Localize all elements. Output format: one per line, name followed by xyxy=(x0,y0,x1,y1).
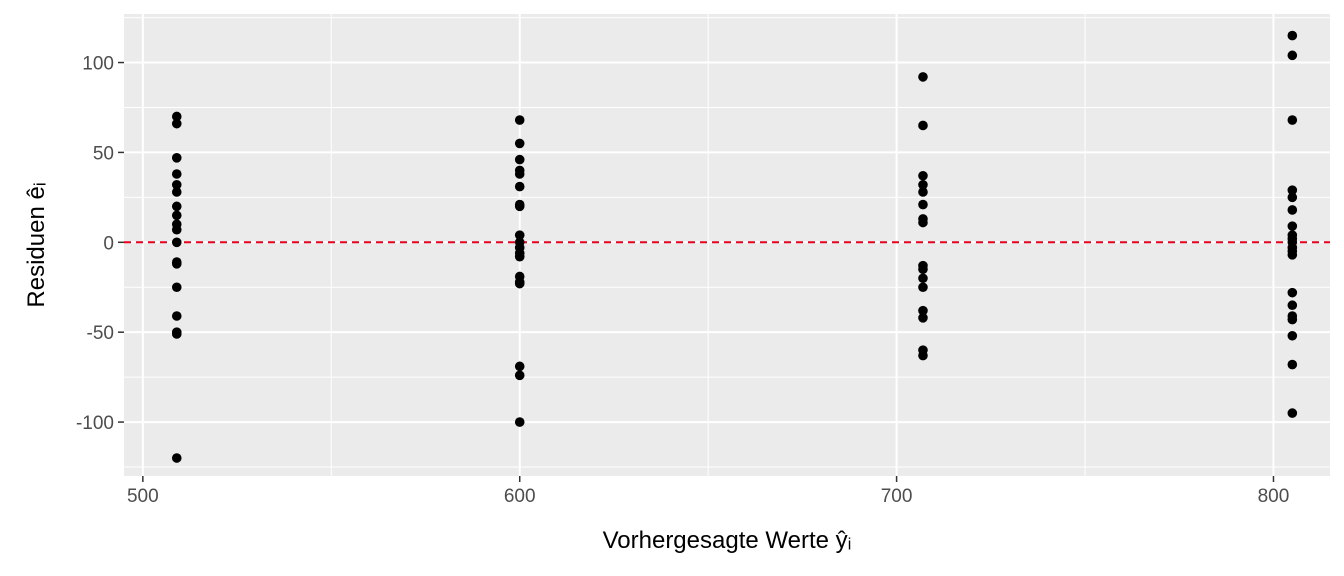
data-point xyxy=(171,282,182,293)
data-point xyxy=(918,72,928,82)
data-point xyxy=(918,187,928,197)
data-point xyxy=(918,305,928,316)
data-point xyxy=(514,230,525,240)
major-gridlines xyxy=(124,14,1330,476)
data-point xyxy=(171,118,182,129)
data-point xyxy=(514,201,525,212)
x-tick-label: 800 xyxy=(1258,486,1290,507)
x-tick-label: 500 xyxy=(127,486,159,507)
data-point xyxy=(918,264,928,275)
data-point xyxy=(918,120,928,131)
data-point xyxy=(1287,205,1298,215)
data-point xyxy=(514,154,525,165)
data-point xyxy=(918,179,928,190)
data-point xyxy=(1287,300,1298,311)
data-points xyxy=(171,30,1298,463)
y-axis-title: Residuen êᵢ xyxy=(23,182,50,307)
data-point xyxy=(514,115,525,125)
data-point xyxy=(171,210,182,221)
data-point xyxy=(171,111,182,122)
data-point xyxy=(1287,408,1298,418)
minor-gridlines xyxy=(124,14,1330,476)
data-point xyxy=(1287,221,1298,231)
data-point xyxy=(1287,250,1298,260)
data-point xyxy=(1287,185,1298,195)
data-point xyxy=(171,179,182,190)
data-point xyxy=(1287,359,1298,370)
data-point xyxy=(1287,30,1298,41)
data-point xyxy=(171,311,182,321)
data-point xyxy=(1287,330,1298,341)
data-point xyxy=(918,273,928,284)
data-point xyxy=(171,329,182,339)
data-point xyxy=(514,138,525,149)
data-point xyxy=(514,278,525,289)
data-point xyxy=(171,169,182,179)
data-point xyxy=(171,237,182,248)
y-tick-label: -100 xyxy=(76,413,114,434)
data-point xyxy=(514,251,525,262)
data-point xyxy=(1287,192,1298,203)
x-tick-label: 600 xyxy=(504,486,536,507)
y-tick-label: 0 xyxy=(103,233,114,254)
y-axis: -100 -50 0 50 100 xyxy=(76,54,124,434)
y-tick-label: 100 xyxy=(82,54,114,75)
data-point xyxy=(1287,115,1298,125)
data-point xyxy=(918,282,928,293)
data-point xyxy=(514,417,525,427)
data-point xyxy=(918,350,928,361)
data-point xyxy=(171,453,182,463)
data-point xyxy=(171,259,182,269)
panel-background xyxy=(124,14,1330,476)
y-tick-label: 50 xyxy=(93,143,114,164)
data-point xyxy=(514,181,525,192)
data-point xyxy=(514,361,525,372)
data-point xyxy=(171,187,182,197)
data-point xyxy=(514,169,525,179)
data-point xyxy=(1287,314,1298,325)
data-point xyxy=(918,313,928,323)
data-point xyxy=(171,201,182,212)
data-point xyxy=(918,217,928,228)
y-tick-label: -50 xyxy=(87,323,114,344)
data-point xyxy=(514,370,525,381)
x-axis-title: Vorhergesagte Werte ŷᵢ xyxy=(603,527,852,554)
data-point xyxy=(918,170,928,181)
data-point xyxy=(1287,50,1298,61)
data-point xyxy=(171,224,182,235)
data-point xyxy=(1287,287,1298,298)
data-point xyxy=(918,199,928,210)
x-axis: 500 600 700 800 xyxy=(127,476,1289,507)
data-point xyxy=(171,153,182,163)
x-tick-label: 700 xyxy=(881,486,913,507)
